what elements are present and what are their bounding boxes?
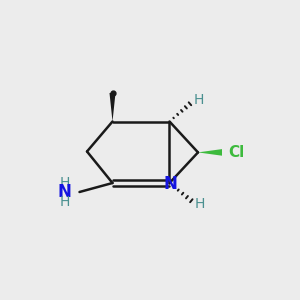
Text: H: H: [194, 94, 204, 107]
Text: H: H: [59, 176, 70, 190]
Polygon shape: [198, 149, 222, 156]
Text: Cl: Cl: [228, 145, 244, 160]
Text: N: N: [164, 175, 177, 193]
Text: H: H: [59, 195, 70, 208]
Text: H: H: [195, 197, 205, 211]
Text: N: N: [58, 183, 71, 201]
Polygon shape: [110, 93, 116, 122]
